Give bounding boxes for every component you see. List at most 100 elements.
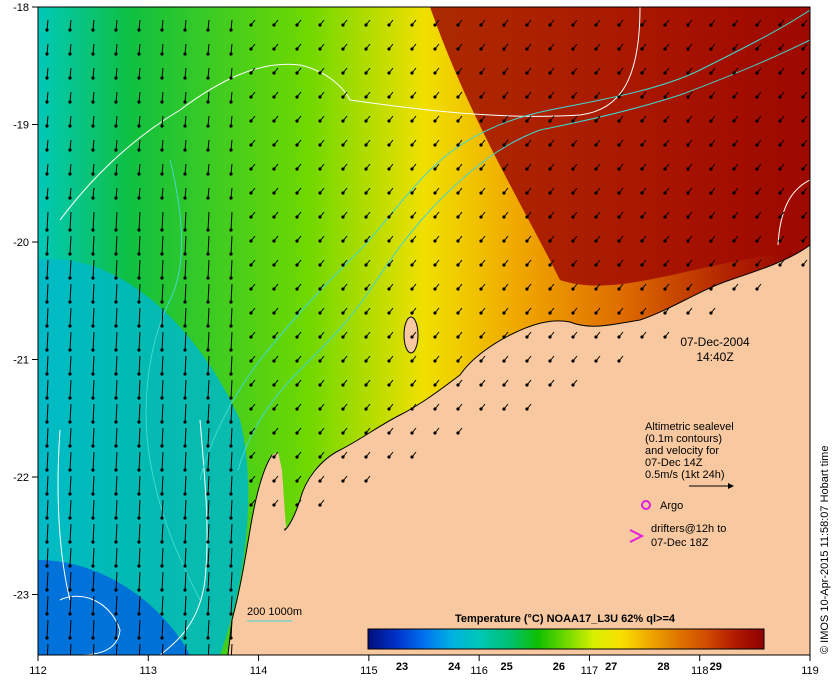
velocity-arrow-head bbox=[295, 95, 299, 99]
velocity-arrow bbox=[115, 235, 118, 255]
velocity-arrow bbox=[184, 115, 187, 127]
velocity-arrow-head bbox=[137, 516, 141, 520]
velocity-arrow-head bbox=[456, 143, 460, 147]
legend: Altimetric sealevel (0.1m contours) and … bbox=[629, 421, 734, 549]
velocity-arrow-head bbox=[295, 23, 299, 27]
velocity-arrow-head bbox=[548, 383, 552, 387]
velocity-arrow-head bbox=[68, 228, 72, 232]
legend-line-2: (0.1m contours) bbox=[645, 433, 722, 445]
velocity-arrow-head bbox=[801, 263, 805, 267]
velocity-arrow bbox=[115, 379, 118, 399]
velocity-arrow-head bbox=[160, 300, 164, 304]
velocity-arrow bbox=[184, 67, 187, 79]
velocity-arrow-head bbox=[387, 383, 391, 387]
velocity-arrow-head bbox=[229, 124, 233, 128]
velocity-arrow bbox=[161, 475, 164, 495]
velocity-arrow-head bbox=[137, 276, 141, 280]
velocity-arrow-head bbox=[571, 263, 575, 267]
velocity-arrow bbox=[46, 43, 49, 55]
velocity-arrow-head bbox=[433, 407, 437, 411]
velocity-arrow-head bbox=[206, 300, 210, 304]
velocity-arrow-head bbox=[206, 516, 210, 520]
velocity-arrow-head bbox=[68, 300, 72, 304]
velocity-arrow bbox=[46, 355, 49, 375]
velocity-arrow-head bbox=[594, 71, 598, 75]
velocity-arrow-head bbox=[502, 23, 506, 27]
velocity-arrow bbox=[92, 379, 95, 399]
velocity-arrow bbox=[115, 91, 118, 103]
velocity-arrow-head bbox=[68, 76, 72, 80]
velocity-arrow-head bbox=[778, 191, 782, 195]
velocity-arrow-head bbox=[525, 47, 529, 51]
velocity-arrow-head bbox=[663, 23, 667, 27]
velocity-arrow-head bbox=[571, 215, 575, 219]
velocity-arrow bbox=[115, 259, 118, 279]
velocity-arrow bbox=[161, 283, 164, 303]
velocity-arrow bbox=[69, 187, 72, 199]
velocity-arrow-head bbox=[502, 383, 506, 387]
velocity-arrow bbox=[184, 259, 187, 279]
velocity-arrow bbox=[161, 259, 164, 279]
velocity-arrow bbox=[92, 571, 95, 591]
velocity-arrow-head bbox=[160, 564, 164, 568]
velocity-arrow-head bbox=[183, 612, 187, 616]
velocity-arrow-head bbox=[160, 468, 164, 472]
velocity-arrow-head bbox=[640, 71, 644, 75]
velocity-arrow-head bbox=[183, 372, 187, 376]
velocity-arrow-head bbox=[295, 407, 299, 411]
y-tick-label: -19 bbox=[13, 120, 29, 132]
velocity-arrow-head bbox=[295, 311, 299, 315]
velocity-arrow-head bbox=[456, 383, 460, 387]
velocity-arrow bbox=[207, 331, 210, 351]
velocity-arrow-head bbox=[594, 191, 598, 195]
velocity-arrow-head bbox=[571, 71, 575, 75]
velocity-arrow-head bbox=[272, 47, 276, 51]
velocity-arrow-head bbox=[433, 71, 437, 75]
velocity-arrow bbox=[92, 19, 95, 31]
velocity-arrow bbox=[46, 283, 49, 303]
velocity-arrow bbox=[207, 259, 210, 279]
velocity-arrow bbox=[69, 547, 72, 567]
velocity-arrow-head bbox=[318, 407, 322, 411]
colorbar-tick-label: 26 bbox=[553, 661, 565, 673]
velocity-arrow bbox=[230, 499, 233, 519]
velocity-arrow bbox=[69, 259, 72, 279]
velocity-arrow bbox=[69, 283, 72, 303]
velocity-arrow-head bbox=[206, 100, 210, 104]
velocity-arrow-head bbox=[686, 263, 690, 267]
velocity-arrow bbox=[184, 499, 187, 519]
velocity-arrow bbox=[46, 547, 49, 567]
velocity-arrow-head bbox=[617, 23, 621, 27]
velocity-arrow bbox=[115, 187, 118, 199]
velocity-arrow-head bbox=[525, 95, 529, 99]
velocity-arrow-head bbox=[571, 143, 575, 147]
velocity-arrow bbox=[115, 355, 118, 375]
velocity-arrow-head bbox=[755, 71, 759, 75]
velocity-arrow-head bbox=[318, 503, 322, 507]
velocity-arrow-head bbox=[387, 407, 391, 411]
velocity-arrow-head bbox=[387, 167, 391, 171]
velocity-arrow bbox=[184, 163, 187, 175]
velocity-arrow-head bbox=[341, 431, 345, 435]
argo-label: Argo bbox=[660, 500, 683, 512]
legend-line-4: 07-Dec 14Z bbox=[645, 457, 703, 469]
velocity-arrow-head bbox=[502, 407, 506, 411]
velocity-arrow-head bbox=[160, 196, 164, 200]
velocity-arrow-head bbox=[137, 612, 141, 616]
velocity-arrow bbox=[161, 139, 164, 151]
velocity-arrow-head bbox=[137, 372, 141, 376]
velocity-arrow bbox=[69, 163, 72, 175]
velocity-arrow bbox=[115, 211, 118, 231]
velocity-arrow-head bbox=[114, 564, 118, 568]
velocity-arrow-head bbox=[68, 196, 72, 200]
velocity-arrow-head bbox=[617, 359, 621, 363]
velocity-arrow-head bbox=[640, 167, 644, 171]
velocity-arrow-head bbox=[160, 348, 164, 352]
x-tick-label: 117 bbox=[581, 665, 599, 677]
velocity-arrow-head bbox=[249, 455, 253, 459]
velocity-arrow-head bbox=[548, 23, 552, 27]
velocity-arrow bbox=[161, 19, 164, 31]
velocity-arrow bbox=[184, 91, 187, 103]
velocity-arrow-head bbox=[272, 503, 276, 507]
velocity-arrow-head bbox=[479, 143, 483, 147]
